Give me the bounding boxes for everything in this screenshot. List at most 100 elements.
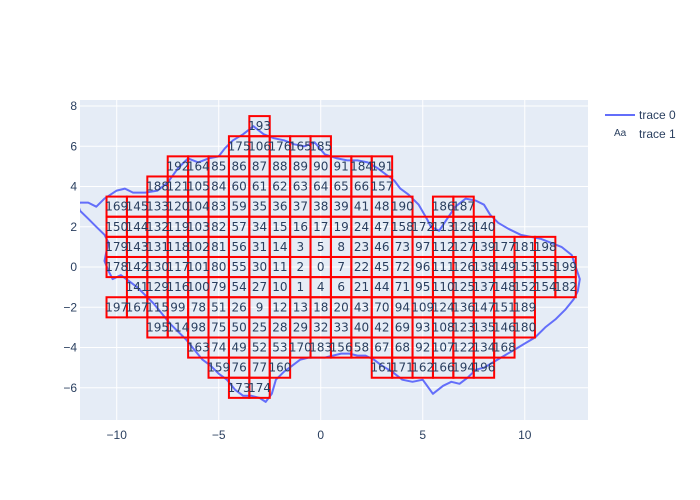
cell-label: 146 [493,320,516,334]
cell-label: 80 [211,260,226,274]
cell-label: 105 [187,180,210,194]
cell-label: 114 [166,320,189,334]
y-tick-label: 8 [70,99,77,113]
cell-label: 135 [472,320,495,334]
cell-label: 40 [354,320,369,334]
cell-label: 36 [272,200,287,214]
cell-label: 187 [452,200,475,214]
cell-label: 139 [472,240,495,254]
x-tick-label: 0 [317,428,324,442]
grid-cell [493,336,516,359]
cell-label: 103 [187,220,210,234]
cell-label: 106 [248,139,271,153]
cell-label: 15 [272,220,287,234]
cell-label: 141 [126,280,149,294]
cell-label: 88 [272,159,287,173]
cell-label: 67 [374,341,389,355]
cell-label: 71 [395,280,410,294]
cell-label: 98 [191,320,206,334]
cell-label: 179 [105,240,128,254]
cell-label: 18 [313,300,328,314]
cell-label: 79 [211,280,226,294]
cell-label: 154 [534,280,557,294]
cell-label: 32 [313,320,328,334]
cell-label: 118 [166,240,189,254]
x-tick-label: −10 [107,428,128,442]
cell-label: 153 [513,260,536,274]
cell-label: 177 [493,240,516,254]
cell-label: 162 [411,361,434,375]
cell-label: 144 [126,220,149,234]
cell-label: 163 [187,341,210,355]
cell-label: 66 [354,180,369,194]
legend-label-trace-0[interactable]: trace 0 [639,108,676,122]
cell-label: 72 [395,260,410,274]
cell-label: 55 [231,260,246,274]
cell-label: 21 [354,280,369,294]
cell-label: 70 [374,300,389,314]
cell-label: 35 [252,200,267,214]
cell-label: 1 [297,280,305,294]
cell-label: 60 [231,180,246,194]
cell-label: 148 [493,280,516,294]
cell-label: 50 [231,320,246,334]
cell-label: 38 [313,200,328,214]
y-tick-label: −2 [63,300,77,314]
cell-label: 186 [432,200,455,214]
cell-label: 128 [452,220,475,234]
cell-label: 165 [289,139,312,153]
cell-label: 188 [146,180,169,194]
cell-label: 172 [411,220,434,234]
cell-label: 151 [493,300,516,314]
cell-label: 194 [452,361,475,375]
cell-label: 44 [374,280,389,294]
legend-label-trace-1[interactable]: trace 1 [639,127,676,141]
cell-label: 31 [252,240,267,254]
cell-label: 120 [166,200,189,214]
cell-label: 198 [534,240,557,254]
grid-cell [248,376,271,399]
cell-label: 91 [333,159,348,173]
cell-label: 174 [248,381,271,395]
cell-label: 29 [293,320,308,334]
y-tick-label: 4 [70,180,77,194]
cell-label: 161 [370,361,393,375]
cell-label: 87 [252,159,267,173]
cell-label: 145 [126,200,149,214]
cell-label: 121 [166,180,189,194]
cell-label: 78 [191,300,206,314]
cell-label: 147 [472,300,495,314]
cell-label: 169 [105,200,128,214]
cell-label: 190 [391,200,414,214]
cell-label: 5 [317,240,325,254]
cell-label: 86 [231,159,246,173]
cell-label: 155 [534,260,557,274]
cell-label: 30 [252,260,267,274]
cell-label: 112 [432,240,455,254]
cell-label: 89 [293,159,308,173]
cell-label: 57 [231,220,246,234]
cell-label: 166 [432,361,455,375]
legend[interactable]: trace 0 Aa trace 1 [605,108,676,141]
cell-label: 69 [395,320,410,334]
cell-label: 77 [252,361,267,375]
cell-label: 189 [513,300,536,314]
cell-label: 96 [415,260,430,274]
cell-label: 183 [309,341,332,355]
cell-label: 13 [293,300,308,314]
cell-label: 26 [231,300,246,314]
plot-area [80,100,588,420]
cell-label: 64 [313,180,328,194]
cell-label: 24 [354,220,369,234]
x-tick-label: 5 [419,428,426,442]
cell-label: 152 [513,280,536,294]
cell-label: 142 [126,260,149,274]
cell-label: 170 [289,341,312,355]
cell-label: 131 [146,240,169,254]
cell-label: 43 [354,300,369,314]
grid-cell [268,356,292,379]
cell-label: 157 [370,180,393,194]
cell-label: 56 [231,240,246,254]
cell-label: 160 [268,361,291,375]
